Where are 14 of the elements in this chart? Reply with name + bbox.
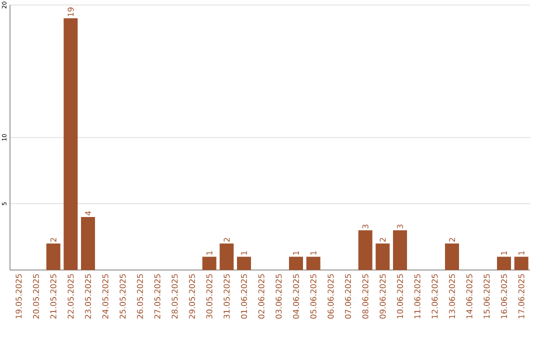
bar — [497, 256, 512, 270]
bar — [237, 256, 251, 270]
bar — [306, 256, 320, 270]
bar — [289, 256, 304, 270]
bar — [358, 230, 372, 270]
bar — [445, 244, 460, 270]
bar — [202, 256, 216, 270]
bar — [376, 244, 390, 270]
bar — [46, 244, 60, 270]
bar — [514, 256, 528, 270]
bar — [393, 230, 408, 270]
bar — [64, 18, 78, 270]
bar — [81, 217, 95, 270]
bar — [220, 244, 234, 270]
